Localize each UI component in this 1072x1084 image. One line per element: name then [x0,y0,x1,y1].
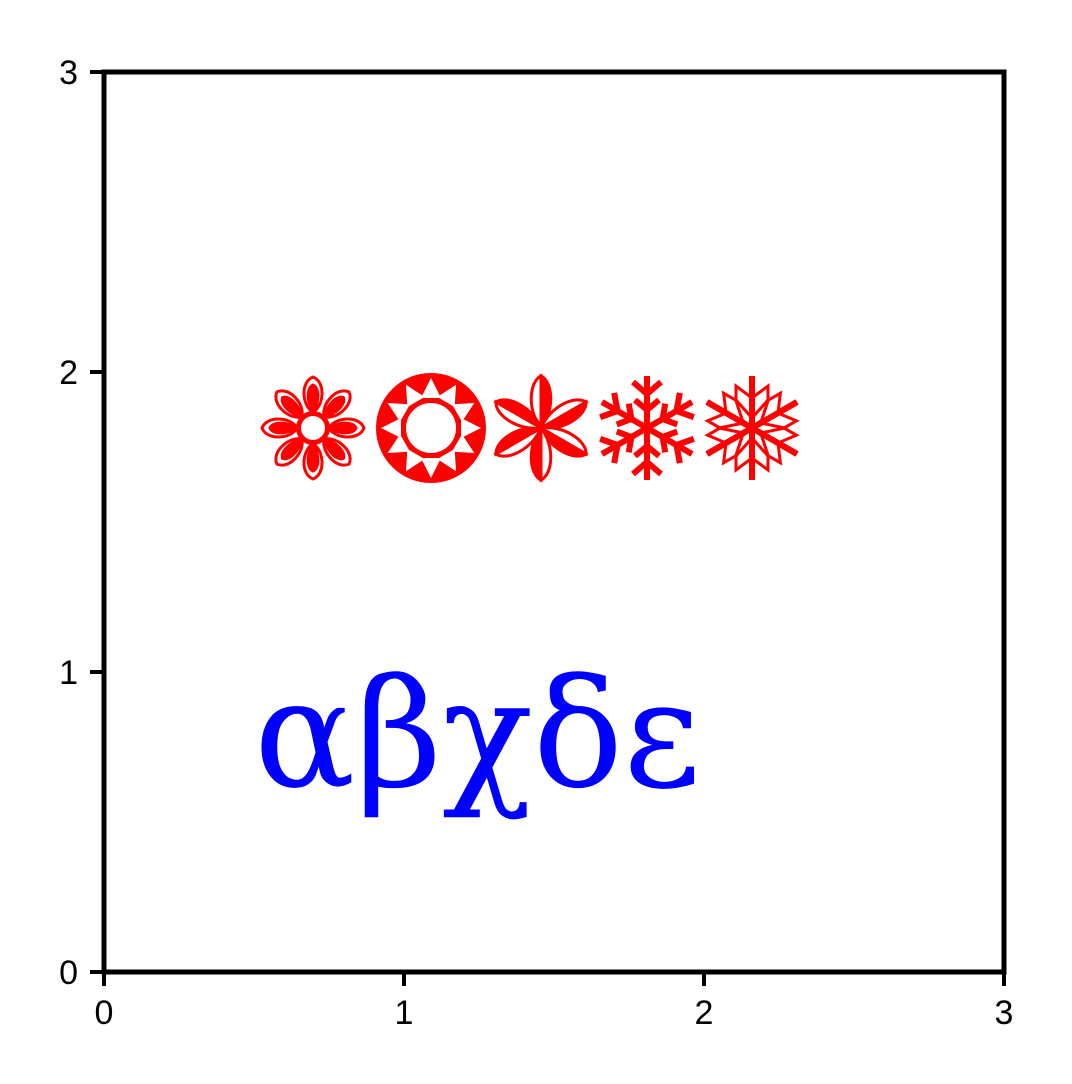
sun-icon [376,373,486,483]
y-tick-label: 0 [59,954,78,992]
outlined-snowflake-icon [699,376,805,480]
y-axis: 0 1 2 3 [59,54,104,992]
y-tick-label: 3 [59,54,78,92]
x-tick-label: 3 [995,994,1014,1032]
flower-icon [260,375,366,481]
x-axis: 0 1 2 3 [95,972,1014,1032]
x-tick-label: 1 [395,994,414,1032]
greek-text-annotation: αβχδε [254,648,701,822]
x-tick-label: 0 [95,994,114,1032]
y-tick-label: 2 [59,354,78,392]
x-tick-label: 2 [695,994,714,1032]
symbol-annotation [260,373,805,483]
snowflake-icon [595,376,699,480]
plot-frame [101,69,1007,975]
propeller-icon [489,373,593,482]
y-tick-label: 1 [59,654,78,692]
